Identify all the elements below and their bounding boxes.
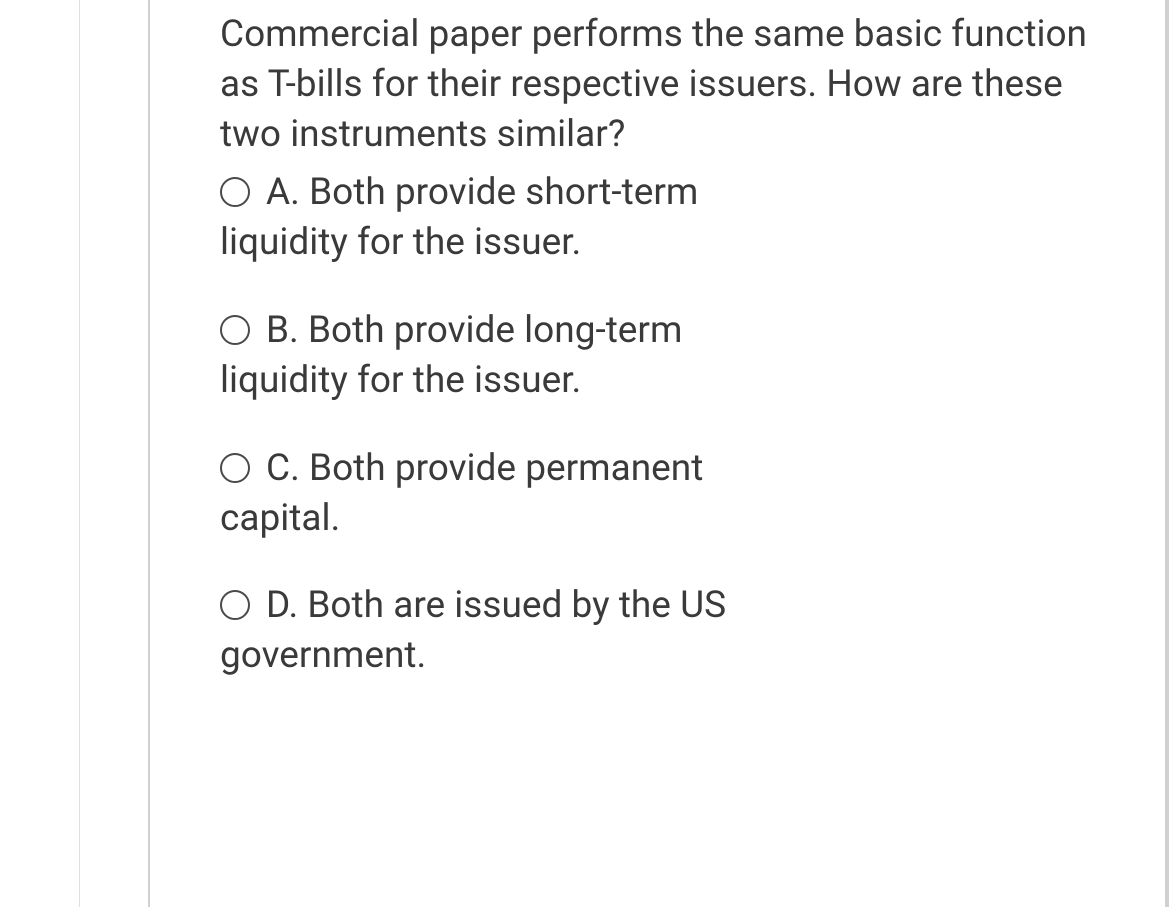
option-c-line1: C. Both provide permanent [266, 444, 703, 494]
radio-icon[interactable] [220, 177, 250, 207]
option-d-text: D. Both are issued by the US government. [266, 581, 726, 681]
option-b-text: B. Both provide long-term liquidity for … [266, 306, 682, 406]
option-d-line1: D. Both are issued by the US [266, 581, 726, 631]
radio-icon[interactable] [220, 315, 250, 345]
option-b[interactable]: B. Both provide long-term liquidity for … [220, 306, 1095, 406]
question-content: Commercial paper performs the same basic… [150, 0, 1169, 907]
option-a[interactable]: A. Both provide short-term liquidity for… [220, 168, 1095, 268]
option-a-text: A. Both provide short-term liquidity for… [266, 168, 698, 268]
option-a-line1: A. Both provide short-term [266, 168, 698, 218]
option-a-line2: liquidity for the issuer. [220, 218, 698, 268]
left-margin-rail [0, 0, 80, 907]
radio-icon[interactable] [220, 590, 250, 620]
option-c-line2: capital. [220, 494, 703, 544]
option-c[interactable]: C. Both provide permanent capital. [220, 444, 1095, 544]
option-b-line2: liquidity for the issuer. [220, 356, 682, 406]
option-b-line1: B. Both provide long-term [266, 306, 682, 356]
option-d-line2: government. [220, 631, 726, 681]
page-container: Commercial paper performs the same basic… [0, 0, 1169, 907]
option-c-text: C. Both provide permanent capital. [266, 444, 703, 544]
question-text: Commercial paper performs the same basic… [220, 10, 1095, 160]
radio-icon[interactable] [220, 453, 250, 483]
mid-margin-rail [80, 0, 150, 907]
option-d[interactable]: D. Both are issued by the US government. [220, 581, 1095, 681]
